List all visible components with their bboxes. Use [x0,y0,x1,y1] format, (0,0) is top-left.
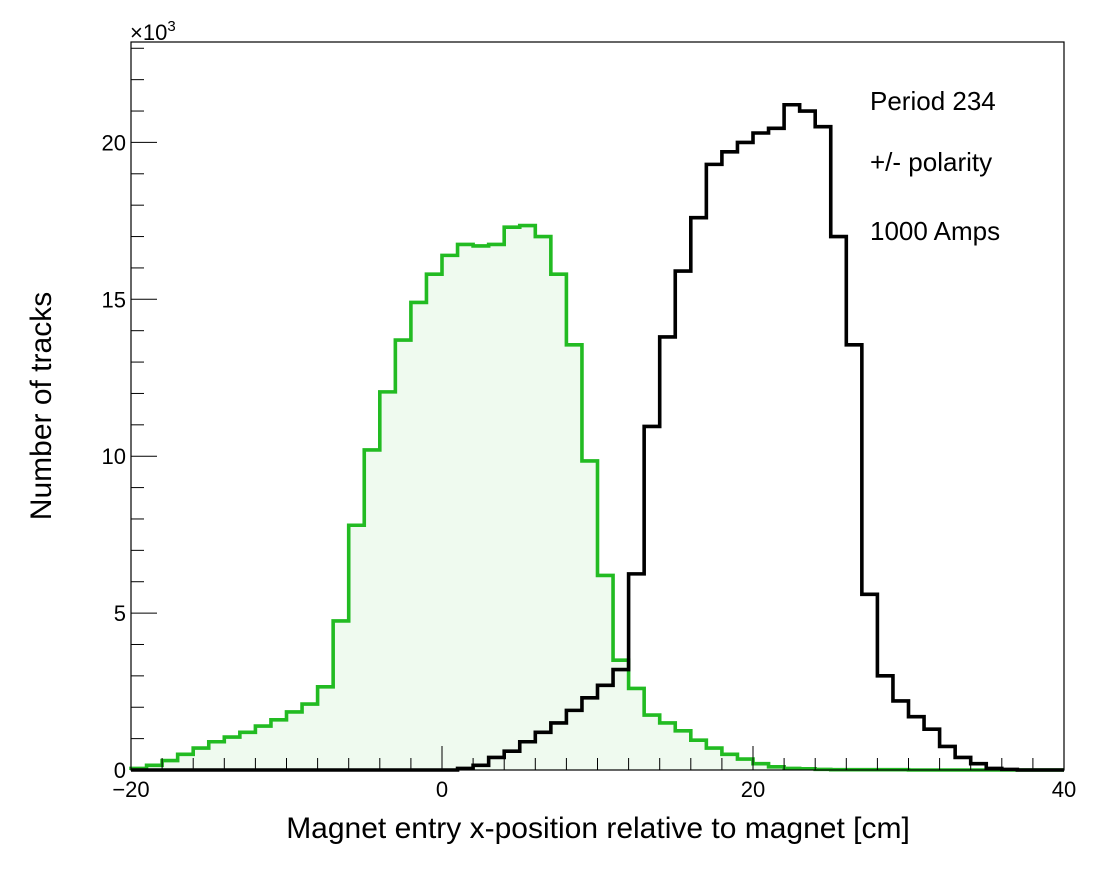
series-1-bin [800,111,816,770]
series-1-bin [940,746,956,770]
annotation-period: Period 234 [870,86,996,116]
annotation-polarity: +/- polarity [870,147,992,177]
series-1-bin [613,670,629,770]
series-0-bin [566,345,582,770]
series-0-bin [287,712,303,770]
series-0-bin [535,237,551,770]
series-0-bin [380,392,396,770]
series-1-bin [706,164,722,770]
series-1-bin [924,729,940,770]
series-0-outline [129,223,1064,772]
series-1-bin [909,717,925,770]
series-1-bin [831,237,847,770]
series-1-bin [629,574,645,770]
series-0-bin [209,742,225,770]
y-axis-title: Number of tracks [25,292,58,520]
tick-layer [130,47,1065,771]
series-1-bin [691,218,707,770]
series-1-bin [877,676,893,770]
y-tick-label: 10 [102,444,126,469]
series-0-bin [178,754,194,770]
x-tick-label: 20 [741,777,765,802]
series-0-bin [520,226,536,770]
series-1-bin [535,732,551,770]
series-0-bin [271,720,287,770]
series-1-bin [489,757,505,770]
series-1-bin [862,594,878,770]
series-0-bin [458,244,474,770]
series-1-bin [722,152,738,770]
y-tick-label: 20 [102,130,126,155]
series-0-bin [240,732,256,770]
series-1-bin [520,742,536,770]
series-1-bin [598,685,614,770]
series-1-bin [815,127,831,770]
y-tick-label: 15 [102,287,126,312]
series-0-bin [349,525,365,770]
series-0-bin [426,274,442,770]
x-tick-label: 0 [436,777,448,802]
series-1-bin [846,345,862,770]
series-1-bin [737,142,753,770]
series-1-bin [504,751,520,770]
y-tick-label: 0 [114,758,126,783]
series-0-bin [318,687,334,770]
y-tick-label: 5 [114,601,126,626]
series-1-bin [644,426,660,770]
series-1-bin [660,337,676,770]
series-0 [129,223,1064,772]
annotation-current: 1000 Amps [870,216,1000,246]
series-0-bin [411,302,427,770]
series-0-bin [473,246,489,770]
series-1-bin [675,271,691,770]
series-1-bin [551,723,567,770]
series-0-bin [193,748,209,770]
series-1-bin [955,757,971,770]
series-0-bin [442,255,458,770]
series-0-bin [333,621,349,770]
series-0-bin [255,726,271,770]
series-0-bin [395,340,411,770]
x-tick-label: 40 [1052,777,1076,802]
series-1-bin [566,710,582,770]
series-0-bin [489,244,505,770]
series-0-bin [504,227,520,770]
series-1-bin [893,701,909,770]
series-1-bin [753,133,769,770]
x-axis-title: Magnet entry x-position relative to magn… [286,812,910,845]
y-multiplier: ×103 [130,18,176,45]
x-tick-label: −20 [112,777,149,802]
series-0-bin [302,704,318,770]
series-0-bin [551,274,567,770]
series-layer [129,102,1064,772]
series-0-bin [364,450,380,770]
series-1-bin [784,105,800,770]
series-1-bin [769,128,785,770]
y-multiplier-exponent: 3 [167,18,175,35]
series-0-bin [224,737,240,770]
series-1-bin [582,698,598,770]
